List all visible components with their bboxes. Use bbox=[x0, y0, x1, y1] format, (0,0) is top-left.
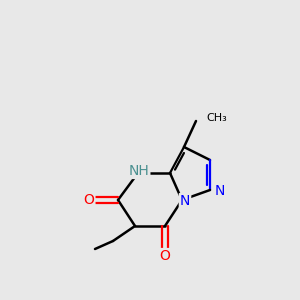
Text: CH₃: CH₃ bbox=[206, 113, 227, 123]
Text: O: O bbox=[84, 193, 94, 207]
Text: O: O bbox=[160, 249, 170, 263]
Text: N: N bbox=[180, 194, 190, 208]
Text: N: N bbox=[215, 184, 225, 198]
Text: NH: NH bbox=[129, 164, 149, 178]
